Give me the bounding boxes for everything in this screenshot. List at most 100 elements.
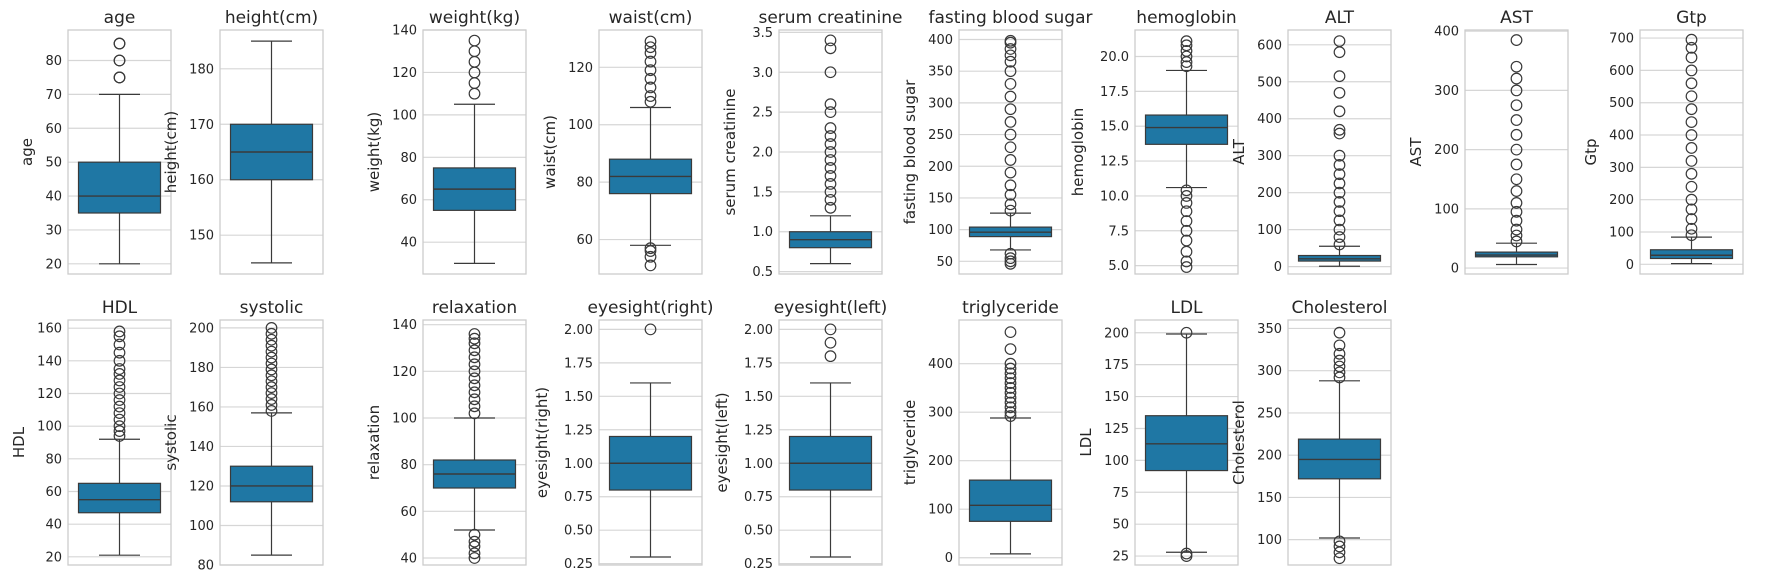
outlier-point [1510, 235, 1523, 248]
y-axis-label: systolic [162, 414, 180, 470]
plot-frame [778, 319, 883, 566]
outlier-point [1510, 114, 1523, 126]
outlier-point [1180, 196, 1193, 209]
y-tick-label: 2.00 [744, 323, 773, 338]
outlier-point [1333, 86, 1346, 99]
outlier-point [1333, 360, 1346, 373]
y-tick-label: 100 [1257, 533, 1282, 548]
y-tick-label: 60 [45, 485, 62, 500]
outlier-point [644, 64, 657, 77]
subplot-title: Cholesterol [1292, 298, 1388, 318]
outlier-point [644, 95, 657, 108]
y-tick-label: 700 [1609, 32, 1634, 47]
subplot-ast: 0 100 200 300 400 AST AST [1407, 8, 1569, 277]
outlier-point [1004, 141, 1017, 154]
outlier-point [1333, 223, 1346, 236]
outlier-point [113, 420, 126, 433]
y-tick-label: 20 [45, 257, 62, 272]
plot-frame [422, 319, 527, 566]
outlier-point [1685, 103, 1698, 116]
outlier-point [1333, 149, 1346, 162]
outlier-point [1004, 255, 1017, 268]
outlier-point [1510, 214, 1523, 227]
outlier-point [468, 45, 481, 58]
y-tick-label: 160 [189, 173, 214, 188]
y-axis-label: triglyceride [901, 400, 919, 485]
outlier-point [265, 387, 278, 400]
outlier-point [1333, 46, 1346, 59]
y-tick-label: 140 [37, 354, 62, 369]
y-tick-label: 50 [936, 255, 953, 270]
subplot-relaxation: 40 60 80 100 120 140 relaxation relaxation [365, 298, 527, 567]
outlier-point [1180, 224, 1193, 237]
y-tick-label: 100 [392, 412, 417, 427]
outlier-point [468, 547, 481, 560]
outlier-point [824, 106, 837, 119]
outlier-point [265, 404, 278, 417]
subplot-gtp: 0 100 200 300 400 500 600 700 Gtp Gtp [1582, 8, 1744, 275]
outlier-point [468, 34, 481, 47]
subplot-ldl: 25 50 75 100 125 150 175 200 LDL LDL [1077, 298, 1239, 566]
subplot-triglyceride: 0 100 200 300 400 triglyceride triglyceride [901, 298, 1063, 566]
iqr-box [229, 465, 314, 503]
outlier-point [1685, 90, 1698, 103]
y-tick-label: 300 [1434, 84, 1459, 99]
outlier-point [1180, 39, 1193, 52]
outlier-point [1333, 354, 1346, 367]
y-tick-label: 75 [1112, 486, 1129, 501]
y-tick-label: 180 [189, 62, 214, 77]
outlier-point [113, 407, 126, 420]
y-tick-label: 350 [928, 65, 953, 80]
subplot-age: 20 30 40 50 60 70 80 age age [18, 8, 172, 275]
y-tick-label: 60 [400, 193, 417, 208]
y-tick-label: 120 [392, 66, 417, 81]
outlier-point [1685, 41, 1698, 54]
outlier-point [644, 41, 657, 54]
outlier-point [1333, 238, 1346, 251]
y-tick-label: 0 [1274, 260, 1282, 275]
y-tick-label: 40 [45, 518, 62, 533]
outlier-point [824, 122, 837, 134]
y-tick-label: 0.75 [744, 490, 773, 505]
outlier-point [824, 66, 837, 79]
outlier-point [1004, 90, 1017, 103]
y-tick-label: 20.0 [1100, 50, 1129, 65]
plot-frame [1464, 29, 1569, 275]
y-axis-label: HDL [10, 426, 28, 458]
outlier-point [1180, 215, 1193, 227]
y-axis-label: LDL [1077, 428, 1095, 457]
outlier-point [1333, 70, 1346, 83]
subplot-title: serum creatinine [758, 8, 902, 28]
outlier-point [1004, 188, 1017, 201]
y-tick-label: 170 [189, 118, 214, 133]
outlier-point [1510, 128, 1523, 141]
outlier-point [1004, 343, 1017, 356]
subplot-title: eyesight(right) [588, 298, 714, 318]
outlier-point [113, 374, 126, 387]
y-tick-label: 100 [928, 503, 953, 518]
y-tick-label: 140 [392, 318, 417, 333]
y-tick-label: 1.75 [744, 356, 773, 371]
subplot-hemoglobin: 5.0 7.5 10.0 12.5 15.0 17.5 20.0 hemoglobin hemo… [1069, 8, 1239, 275]
outlier-point [1004, 103, 1017, 116]
outlier-point [824, 336, 837, 349]
y-tick-label: 160 [37, 322, 62, 337]
outlier-point [644, 55, 657, 68]
outlier-point [1004, 252, 1017, 265]
outlier-point [113, 71, 126, 84]
y-tick-label: 80 [400, 151, 417, 166]
y-tick-label: 160 [189, 400, 214, 415]
outlier-point [1004, 198, 1017, 211]
y-tick-label: 3.0 [752, 66, 773, 81]
iqr-box [968, 479, 1053, 522]
outlier-point [265, 381, 278, 394]
outlier-point [1333, 214, 1346, 227]
y-axis-label: weight(kg) [365, 112, 383, 193]
y-tick-label: 20 [45, 550, 62, 565]
outlier-point [824, 34, 837, 47]
outlier-point [113, 54, 126, 67]
y-tick-label: 80 [400, 458, 417, 473]
outlier-point [1004, 372, 1017, 385]
plot-frame [219, 29, 324, 275]
y-tick-label: 400 [928, 357, 953, 372]
